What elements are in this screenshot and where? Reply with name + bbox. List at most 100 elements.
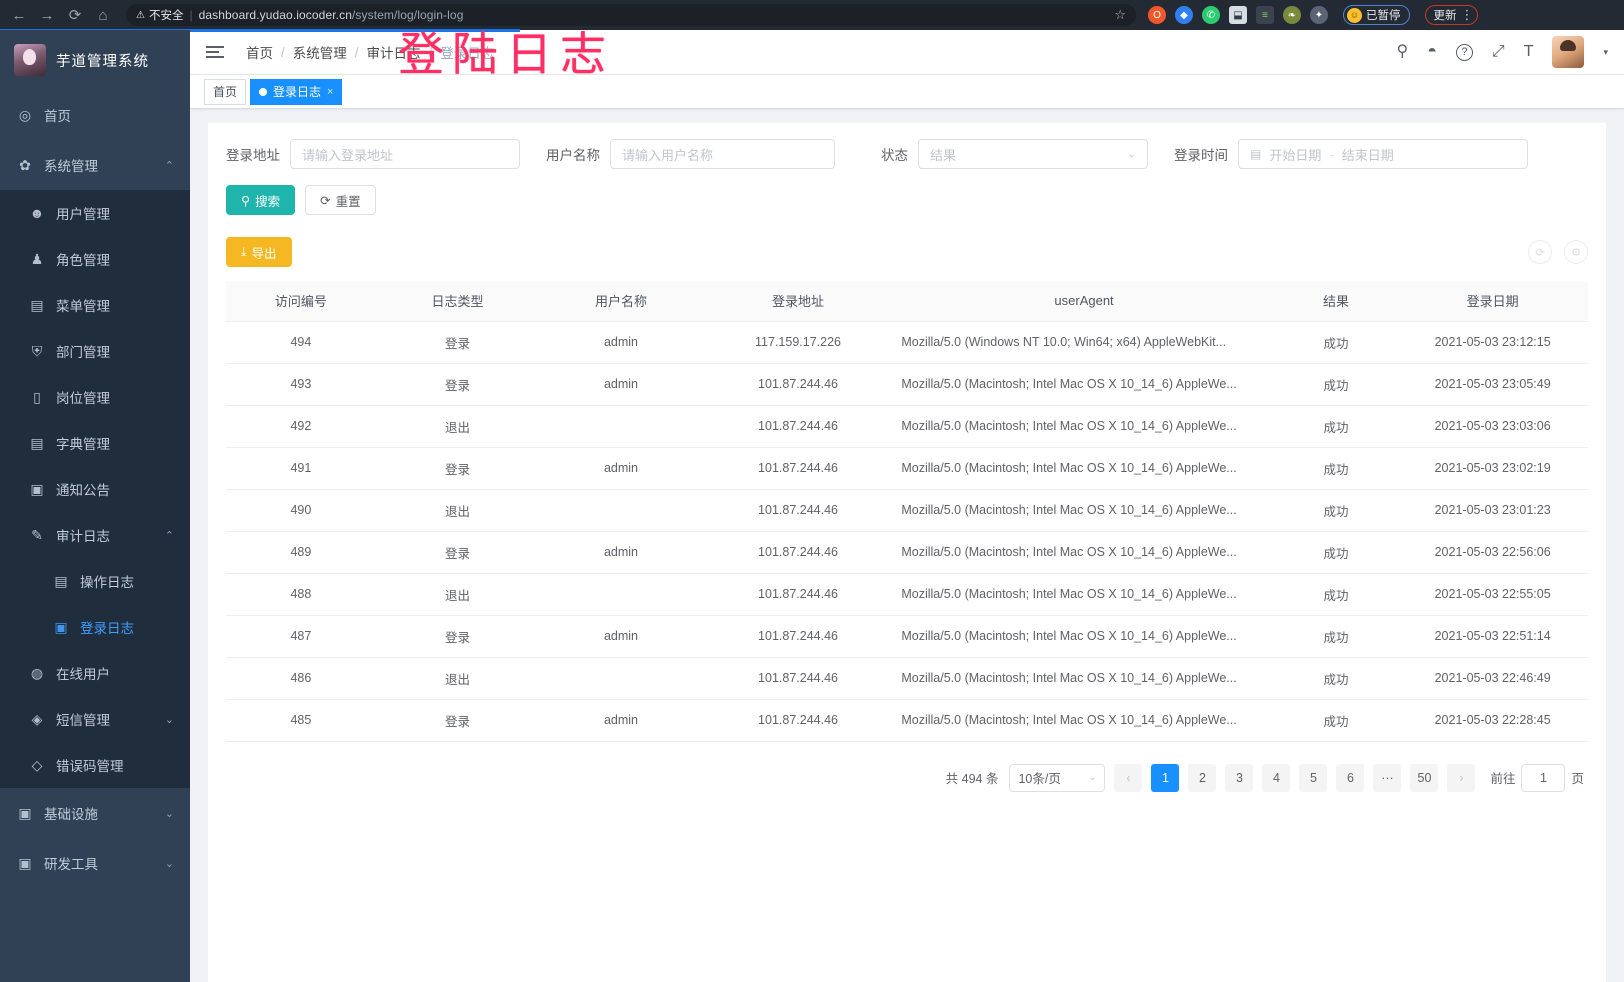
page-button-3[interactable]: 3 [1225,763,1254,792]
help-icon[interactable]: ? [1455,43,1473,61]
update-pill[interactable]: 更新 ⋮ [1424,5,1478,25]
sidebar-item-home[interactable]: ◎ 首页 [0,90,190,140]
home-icon[interactable]: ⌂ [98,6,108,24]
diamond-icon[interactable]: ◆ [1175,6,1193,24]
status-select[interactable]: 结果 ⌄ [918,139,1148,169]
column-header-date[interactable]: 登录日期 [1397,281,1588,322]
cell-result: 成功 [1274,405,1398,448]
username-input[interactable]: 请输入用户名称 [610,139,835,169]
bookmark-star-icon[interactable]: ☆ [1114,7,1126,22]
table-row[interactable]: 488 退出 101.87.244.46 Mozilla/5.0 (Macintosh… [226,573,1588,616]
page-load-progress [0,29,520,32]
prev-page-button[interactable]: ‹ [1114,763,1143,792]
chevron-down-icon[interactable]: ▾ [1603,46,1608,57]
notes-icon[interactable]: ≡ [1256,6,1274,24]
table-row[interactable]: 487 登录 admin 101.87.244.46 Mozilla/5.0 (Maci… [226,615,1588,658]
sidebar-item-label: 角色管理 [56,253,110,268]
page-button-4[interactable]: 4 [1262,763,1291,792]
paused-pill[interactable]: ☺ 已暂停 [1343,5,1410,25]
close-icon[interactable]: × [327,85,334,98]
font-size-icon[interactable]: T [1523,43,1534,60]
translate-icon[interactable]: ⬓ [1229,6,1247,24]
cell-id: 494 [226,321,376,364]
jump-input[interactable]: 1 [1521,763,1566,792]
sidebar-item-notice[interactable]: ▣ 通知公告 [0,466,190,512]
tag-label: 首页 [213,85,238,99]
page-size-select[interactable]: 10条/页 ⌄ [1009,763,1106,792]
column-header-type[interactable]: 日志类型 [375,281,540,322]
next-page-button[interactable]: › [1447,763,1476,792]
sidebar-item-posts[interactable]: ▯ 岗位管理 [0,374,190,420]
table-row[interactable]: 490 退出 101.87.244.46 Mozilla/5.0 (Macintosh… [226,489,1588,532]
page-button-1[interactable]: 1 [1151,763,1180,792]
sidebar-item-departments[interactable]: ⛨ 部门管理 [0,328,190,374]
search-icon[interactable]: ⚲ [1396,43,1409,60]
column-header-ip[interactable]: 登录地址 [702,281,894,322]
sidebar-item-online-users[interactable]: ◍ 在线用户 [0,650,190,696]
table-row[interactable]: 492 退出 101.87.244.46 Mozilla/5.0 (Macintosh… [226,405,1588,448]
column-header-id[interactable]: 访问编号 [226,281,376,322]
sidebar-item-login-log[interactable]: ▣ 登录日志 [0,604,190,650]
table-row[interactable]: 485 登录 admin 101.87.244.46 Mozilla/5.0 (Maci… [226,699,1588,742]
page-button-6[interactable]: 6 [1336,763,1365,792]
refresh-icon[interactable]: ⟳ [1528,240,1552,264]
sidebar-item-dev-tools[interactable]: ▣ 研发工具 ⌄ [0,838,190,888]
breadcrumb-separator: / [354,44,359,60]
opera-icon[interactable]: O [1148,6,1166,24]
sidebar-item-audit-log[interactable]: ✎ 审计日志 ⌃ [0,512,190,558]
table-row[interactable]: 494 登录 admin 117.159.17.226 Mozilla/5.0 (Win… [226,321,1588,364]
column-settings-icon[interactable]: ⚙ [1564,240,1588,264]
forward-icon[interactable]: → [39,6,55,24]
top-navbar: 首页 / 系统管理 / 审计日志 / 登录日志 ⚲ ◓ ? ⤢ T ▾ [190,30,1624,75]
kebab-icon[interactable]: ⋮ [1460,7,1474,22]
table-row[interactable]: 493 登录 admin 101.87.244.46 Mozilla/5.0 (Maci… [226,363,1588,406]
sidebar-item-infrastructure[interactable]: ▣ 基础设施 ⌄ [0,788,190,838]
search-button[interactable]: ⚲ 搜索 [226,185,296,215]
cell-useragent: Mozilla/5.0 (Macintosh; Intel Mac OS X 1… [893,531,1275,574]
address-bar[interactable]: ⚠ 不安全 | dashboard.yudao.iocoder.cn/syste… [126,4,1136,26]
edit-icon: ✎ [31,526,43,543]
avatar[interactable] [1552,36,1585,68]
column-header-user[interactable]: 用户名称 [539,281,703,322]
wechat-icon[interactable]: ✆ [1202,6,1220,24]
sidebar-item-dict[interactable]: ▤ 字典管理 [0,420,190,466]
breadcrumb-item-audit[interactable]: 审计日志 [366,46,421,61]
tag-login-log[interactable]: 登录日志 × [250,78,343,105]
column-header-result[interactable]: 结果 [1274,281,1398,322]
export-button[interactable]: ⤓ 导出 [226,237,292,267]
github-icon[interactable]: ◓ [1427,43,1437,60]
sidebar-item-operation-log[interactable]: ▤ 操作日志 [0,558,190,604]
sidebar-item-error-code[interactable]: ◇ 错误码管理 [0,742,190,788]
field-label: 状态 [881,148,908,163]
tag-home[interactable]: 首页 [204,78,247,105]
puzzle-icon[interactable]: ✦ [1310,6,1328,24]
page-button-5[interactable]: 5 [1299,763,1328,792]
login-time-range[interactable]: ▤ 开始日期 - 结束日期 [1238,139,1528,169]
page-button-2[interactable]: 2 [1188,763,1217,792]
page-button-last[interactable]: 50 [1410,763,1439,792]
table-row[interactable]: 489 登录 admin 101.87.244.46 Mozilla/5.0 (Maci… [226,531,1588,574]
back-icon[interactable]: ← [11,6,27,24]
sidebar-item-system[interactable]: ✿ 系统管理 ⌃ [0,140,190,190]
column-header-useragent[interactable]: userAgent [893,281,1275,322]
sidebar-item-label: 登录日志 [80,621,134,636]
table-row[interactable]: 491 登录 admin 101.87.244.46 Mozilla/5.0 (Maci… [226,447,1588,490]
login-address-input[interactable]: 请输入登录地址 [290,139,520,169]
sidebar-item-menus[interactable]: ▤ 菜单管理 [0,282,190,328]
fullscreen-icon[interactable]: ⤢ [1491,43,1505,60]
cell-user: admin [539,615,703,658]
cell-useragent: Mozilla/5.0 (Macintosh; Intel Mac OS X 1… [893,573,1275,616]
breadcrumb-item-system[interactable]: 系统管理 [292,46,347,61]
sidebar-item-users[interactable]: ☻ 用户管理 [0,190,190,236]
reload-icon[interactable]: ⟳ [68,7,82,24]
leaf-icon[interactable]: ❧ [1283,6,1301,24]
sidebar-item-sms[interactable]: ◈ 短信管理 ⌄ [0,696,190,742]
page-ellipsis[interactable]: ··· [1373,763,1402,792]
sidebar-toggle-icon[interactable] [206,46,224,58]
breadcrumb-item-home[interactable]: 首页 [246,46,273,61]
reset-button[interactable]: ⟳ 重置 [305,185,376,215]
sidebar-item-roles[interactable]: ♟ 角色管理 [0,236,190,282]
table-row[interactable]: 486 退出 101.87.244.46 Mozilla/5.0 (Macintosh… [226,657,1588,700]
user-icon: ☻ [29,205,45,221]
brand[interactable]: 芋道管理系统 [0,30,190,90]
